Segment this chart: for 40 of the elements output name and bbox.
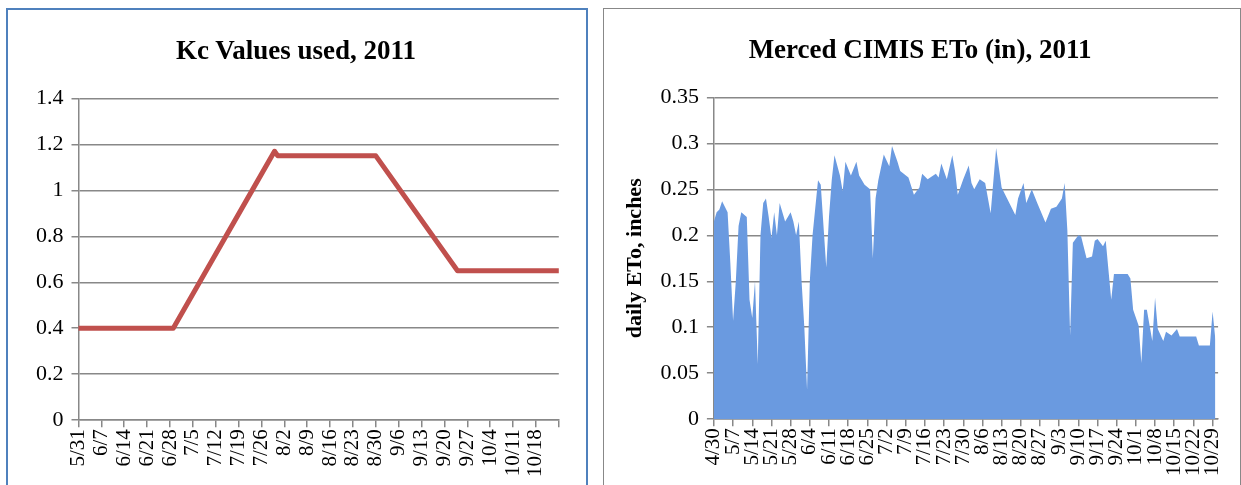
x-tick-label: 7/26 [247, 429, 272, 467]
x-tick-label: 8/2 [270, 429, 295, 457]
x-tick-label: 6/21 [133, 429, 158, 467]
y-tick-label: 0.05 [660, 358, 699, 384]
x-tick-label: 9/13 [408, 429, 433, 467]
x-tick-label: 7/5 [179, 429, 204, 457]
y-tick-label: 0 [52, 405, 64, 431]
y-tick-label: 0.25 [660, 175, 699, 201]
y-tick-label: 0.2 [671, 221, 699, 247]
x-tick-label: 9/6 [385, 429, 410, 457]
x-tick-label: 7/19 [225, 429, 250, 467]
y-tick-label: 0.2 [36, 359, 64, 385]
x-tick-label: 10/11 [499, 429, 524, 477]
x-tick-label: 9/20 [430, 429, 455, 467]
x-tick-label: 6/7 [87, 429, 112, 457]
x-tick-label: 10/18 [522, 429, 547, 478]
chart-title: Kc Values used, 2011 [175, 35, 417, 66]
x-tick-label: 8/30 [362, 429, 387, 467]
x-tick-label: 8/9 [293, 429, 318, 457]
y-tick-label: 0.6 [36, 268, 64, 294]
y-tick-label: 1 [52, 176, 64, 202]
chart-title: Merced CIMIS ETo (in), 2011 [748, 34, 1092, 65]
x-tick-label: 6/14 [110, 428, 135, 467]
y-tick-label: 1.2 [36, 130, 64, 156]
y-tick-label: 0.15 [660, 267, 699, 293]
y-tick-label: 0.3 [671, 129, 699, 155]
y-tick-label: 0.1 [671, 313, 699, 339]
x-tick-label: 5/31 [65, 429, 90, 467]
x-tick-label: 8/16 [316, 429, 341, 467]
y-tick-label: 1.4 [36, 84, 64, 110]
y-tick-label: 0.35 [660, 83, 699, 109]
x-tick-label: 10/4 [476, 428, 501, 467]
y-tick-label: 0.8 [36, 222, 64, 248]
x-tick-label: 9/27 [453, 429, 478, 467]
y-axis-title: daily ETo, inches [620, 177, 646, 339]
x-tick-label: 8/23 [339, 429, 364, 467]
x-tick-label: 7/12 [202, 429, 227, 467]
x-tick-label: 6/28 [156, 429, 181, 467]
y-tick-label: 0 [687, 404, 699, 430]
y-tick-label: 0.4 [36, 314, 64, 340]
